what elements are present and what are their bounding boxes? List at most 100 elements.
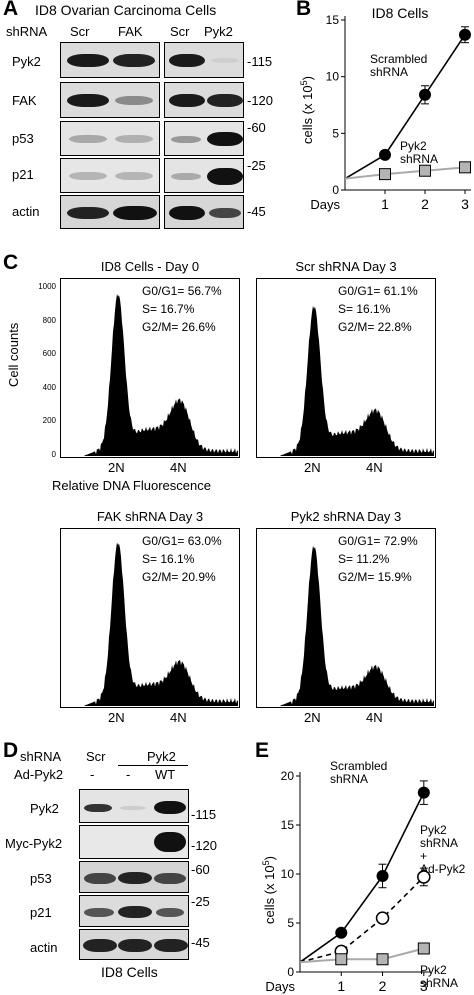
y-tick-label: 10 bbox=[326, 70, 340, 84]
x-tick-label: 1 bbox=[381, 196, 389, 212]
panel-a-col-pyk2: Pyk2 bbox=[204, 24, 233, 39]
blot-a-mw-25: -25 bbox=[247, 158, 266, 173]
data-point bbox=[459, 28, 471, 41]
histogram-stat-s: S= 16.7% bbox=[142, 302, 195, 316]
blot-a-right-fak bbox=[164, 82, 244, 118]
data-point bbox=[419, 88, 431, 101]
blot-a-right-actin bbox=[164, 195, 244, 229]
panel-d-ad-3: WT bbox=[155, 767, 176, 782]
histogram-area bbox=[62, 542, 238, 706]
y-tick-label: 10 bbox=[281, 867, 295, 881]
histogram-stat-g2m: G2/M= 20.9% bbox=[142, 570, 216, 584]
blot-a-right-p21 bbox=[164, 158, 244, 193]
y-tick-label: 5 bbox=[287, 916, 294, 930]
series-label: Pyk2 bbox=[400, 139, 427, 153]
histogram-xtick: 4N bbox=[366, 710, 383, 725]
blot-d-mw-60: -60 bbox=[191, 862, 210, 877]
blot-d-mw-25: -25 bbox=[191, 894, 210, 909]
histogram-ytick: 200 bbox=[42, 416, 56, 426]
histogram-2: Scr shRNA Day 3 G0/G1= 61.1% S= 16.1% G2/M=… bbox=[256, 259, 436, 475]
histogram-ytick: 600 bbox=[42, 349, 56, 359]
histogram-4: Pyk2 shRNA Day 3 G0/G1= 72.9% S= 11.2% G2/M… bbox=[256, 509, 436, 725]
blot-d-p53 bbox=[79, 861, 189, 893]
data-point bbox=[335, 953, 348, 966]
series-line bbox=[299, 947, 425, 964]
panel-a-col-scr-1: Scr bbox=[70, 24, 90, 39]
blot-a-mw-120: -120 bbox=[247, 93, 274, 108]
panel-c-y-label: Cell counts bbox=[6, 322, 21, 387]
histogram-title: ID8 Cells - Day 0 bbox=[100, 259, 200, 274]
panel-a-shrna-label: shRNA bbox=[6, 24, 48, 39]
data-point bbox=[379, 148, 391, 161]
blot-a-mw-60: -60 bbox=[247, 120, 266, 135]
histogram-stat-s: S= 16.1% bbox=[142, 552, 195, 566]
data-point bbox=[459, 161, 471, 174]
data-point bbox=[335, 926, 348, 939]
x-tick-label: 3 bbox=[461, 196, 469, 212]
blot-d-mw-120: -120 bbox=[191, 838, 218, 853]
blot-a-label-p53: p53 bbox=[12, 131, 34, 146]
chart-b: 0 5 10 15 1 2 3 Days cells (x 105) ID8 Cells Scram… bbox=[300, 5, 471, 212]
blot-d-p21 bbox=[79, 895, 189, 927]
histogram-xtick: 2N bbox=[304, 710, 321, 725]
blot-a-left-p53 bbox=[60, 121, 160, 156]
blot-d-pyk2 bbox=[79, 789, 189, 823]
blot-a-mw-45: -45 bbox=[247, 204, 266, 219]
blot-a-right-p53 bbox=[164, 121, 244, 156]
histogram-stat-g2m: G2/M= 26.6% bbox=[142, 320, 216, 334]
panel-d-ad-1: - bbox=[90, 767, 95, 782]
blot-a-left-actin bbox=[60, 195, 160, 229]
panel-a-letter: A bbox=[3, 0, 19, 20]
chart-title: ID8 Cells bbox=[372, 5, 429, 21]
y-axis-label: cells (x 105) bbox=[300, 76, 315, 144]
blot-d-mw-115: -115 bbox=[191, 807, 217, 822]
x-axis-label: Days bbox=[265, 979, 295, 994]
y-tick-label: 0 bbox=[287, 965, 294, 979]
series-label: Scrambled bbox=[370, 52, 427, 66]
series-line bbox=[344, 34, 466, 180]
histogram-frame bbox=[256, 528, 436, 708]
y-tick-label: 5 bbox=[332, 126, 339, 140]
panel-d-pyk2-label: Pyk2 bbox=[147, 749, 176, 764]
histogram-stat-s: S= 11.2% bbox=[338, 552, 390, 566]
blot-a-label-pyk2: Pyk2 bbox=[12, 54, 41, 69]
blot-d-label-pyk2: Pyk2 bbox=[30, 801, 59, 816]
data-point bbox=[376, 953, 389, 966]
histogram-xtick: 4N bbox=[366, 460, 383, 475]
panel-d-letter: D bbox=[3, 739, 19, 762]
blot-a-label-actin: actin bbox=[12, 204, 40, 219]
panel-a-title: ID8 Ovarian Carcinoma Cells bbox=[35, 2, 217, 18]
data-point bbox=[379, 168, 391, 181]
series-label: Scrambled bbox=[330, 759, 387, 773]
panel-a-col-scr-2: Scr bbox=[170, 24, 190, 39]
histogram-xtick: 2N bbox=[304, 460, 321, 475]
data-point bbox=[417, 942, 430, 955]
histogram-stat-g0g1: G0/G1= 63.0% bbox=[142, 534, 222, 548]
histogram-xtick: 4N bbox=[170, 710, 187, 725]
histogram-ytick: 1000 bbox=[38, 282, 56, 291]
blot-d-mw-45: -45 bbox=[191, 935, 210, 950]
histogram-ytick: 400 bbox=[42, 382, 56, 392]
blot-d-myc-pyk2 bbox=[79, 825, 189, 859]
histogram-area bbox=[62, 293, 238, 456]
y-tick-label: 15 bbox=[326, 13, 340, 27]
panel-d-shrna-label: shRNA bbox=[20, 749, 62, 764]
series-label: shRNA bbox=[420, 836, 458, 850]
panel-d-ad-label: Ad-Pyk2 bbox=[14, 767, 64, 782]
blot-d-label-p53: p53 bbox=[30, 871, 52, 886]
blot-a-mw-115: -115 bbox=[247, 54, 273, 69]
blot-d-label-p21: p21 bbox=[30, 905, 52, 920]
histogram-frame bbox=[60, 528, 240, 708]
panel-e-letter: E bbox=[255, 739, 270, 762]
y-tick-label: 20 bbox=[281, 769, 295, 783]
y-axis-label: cells (x 105) bbox=[261, 856, 277, 924]
histogram-3: FAK shRNA Day 3 G0/G1= 63.0% S= 16.1% G2/M=… bbox=[60, 509, 240, 725]
panel-d-scr-label: Scr bbox=[86, 749, 106, 764]
data-point bbox=[417, 870, 431, 884]
data-point bbox=[417, 786, 430, 799]
panel-d-footer: ID8 Cells bbox=[101, 964, 158, 980]
panel-a-col-fak: FAK bbox=[118, 24, 143, 39]
histogram-xtick: 2N bbox=[108, 710, 125, 725]
series-line bbox=[299, 876, 425, 963]
